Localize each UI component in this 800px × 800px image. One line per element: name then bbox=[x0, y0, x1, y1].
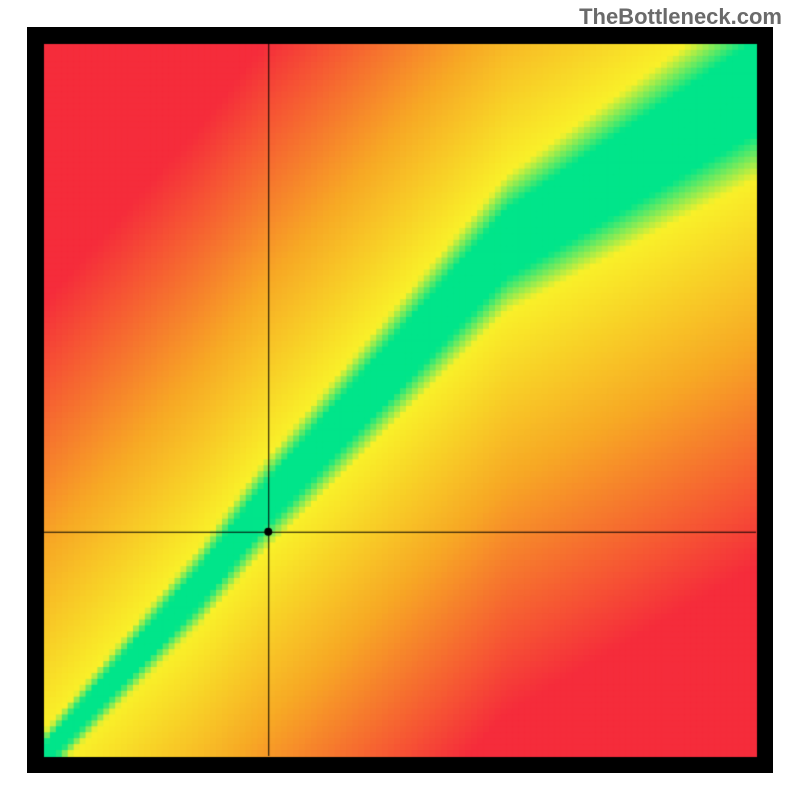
watermark-text: TheBottleneck.com bbox=[579, 4, 782, 30]
chart-frame bbox=[27, 27, 773, 773]
chart-container: TheBottleneck.com bbox=[0, 0, 800, 800]
heatmap-canvas bbox=[27, 27, 773, 773]
